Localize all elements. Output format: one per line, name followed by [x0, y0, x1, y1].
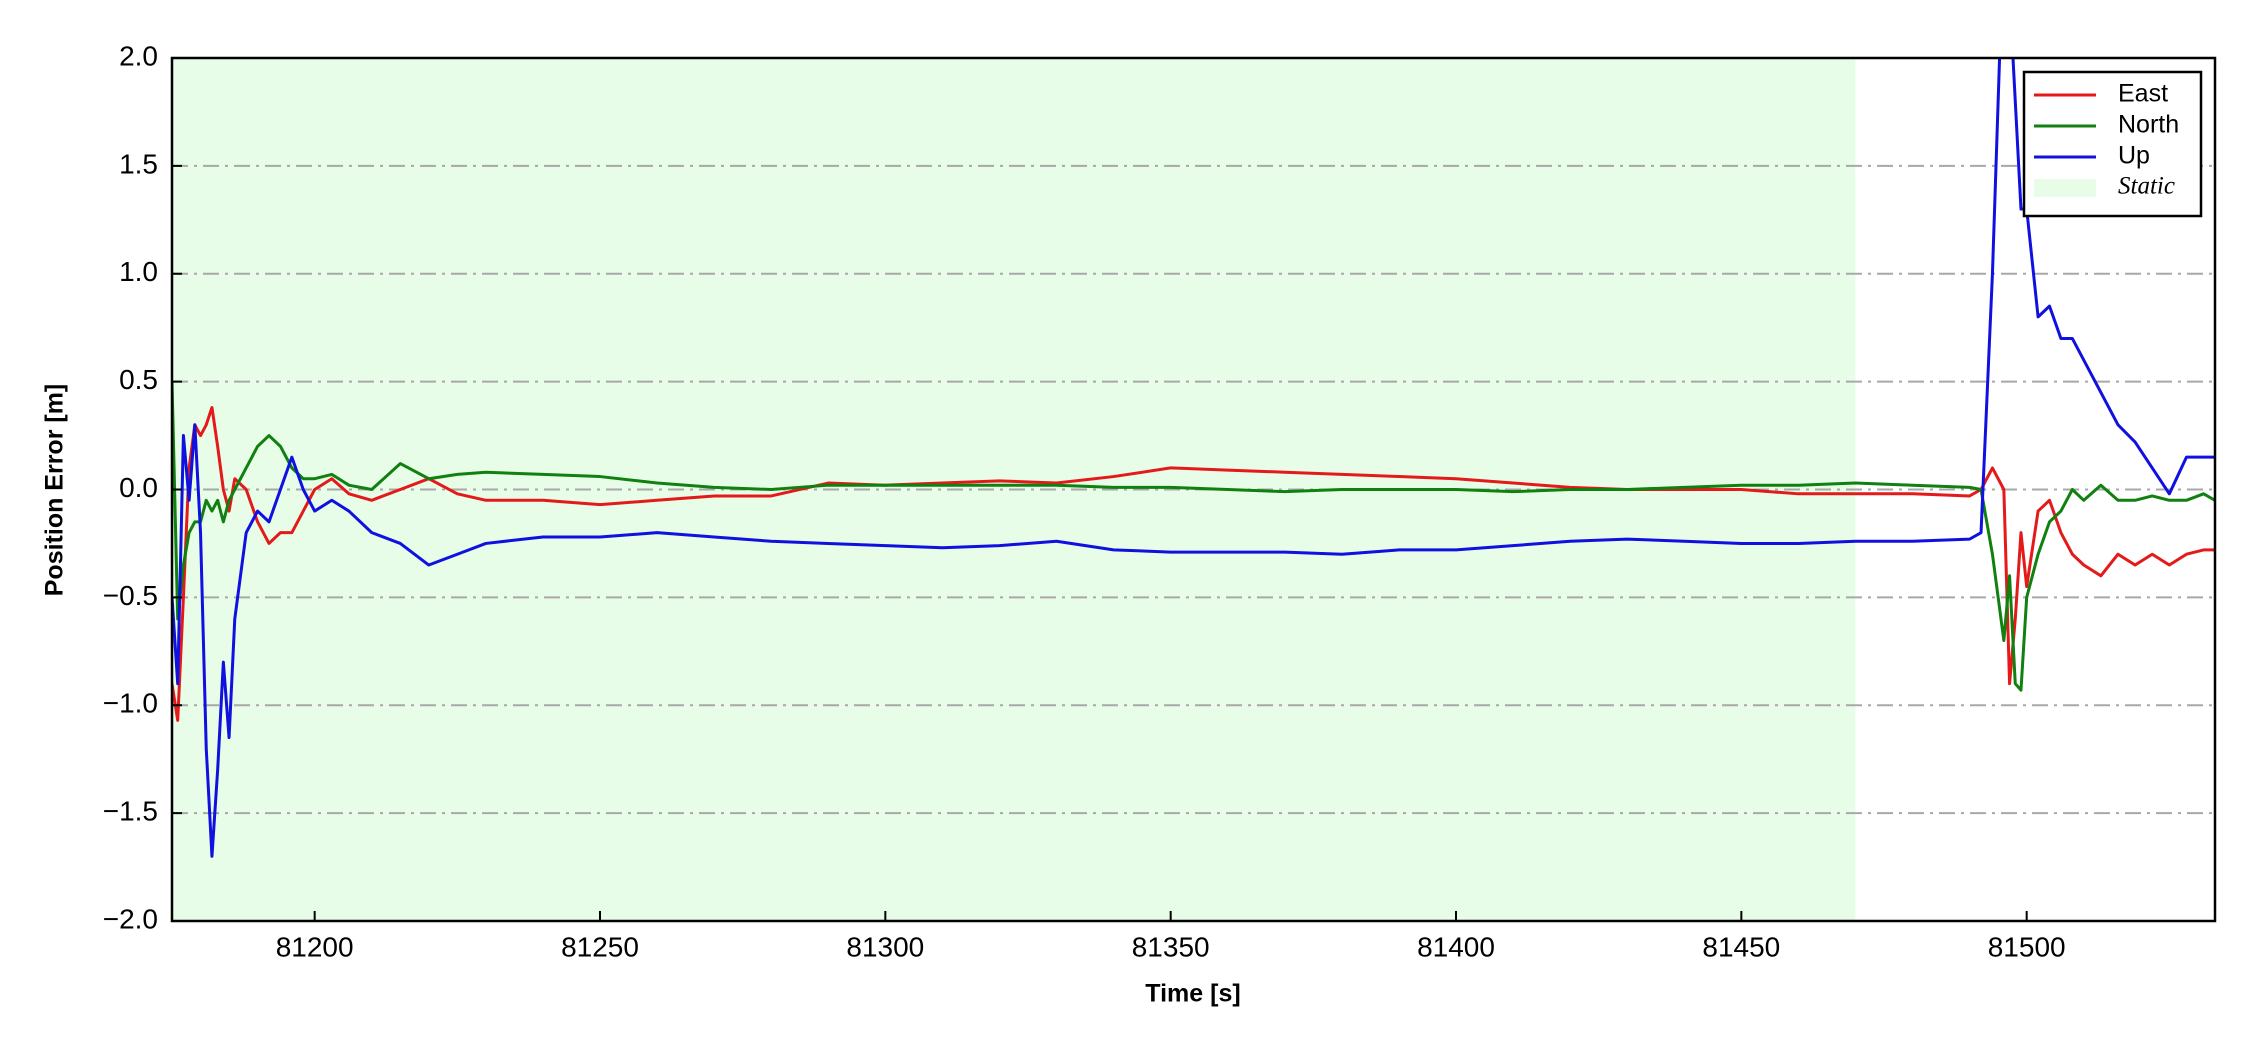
legend-swatch [2034, 179, 2096, 197]
y-tick-label: 1.0 [119, 256, 158, 287]
x-tick-label: 81500 [1988, 931, 2066, 962]
x-tick-label: 81200 [276, 931, 354, 962]
series-line [172, 381, 2215, 692]
x-tick-label: 81450 [1702, 931, 1780, 962]
y-tick-label: 2.0 [119, 40, 158, 71]
y-tick-label: −0.5 [103, 580, 158, 611]
x-tick-label: 81250 [561, 931, 639, 962]
y-tick-label: −2.0 [103, 903, 158, 934]
series-line [172, 58, 2215, 858]
y-tick-label: −1.0 [103, 688, 158, 719]
legend-label: Up [2118, 142, 2150, 170]
legend-label: North [2118, 111, 2179, 139]
y-tick-label: 0.5 [119, 364, 158, 395]
series-line [172, 406, 2215, 722]
legend-label: Static [2118, 173, 2175, 200]
y-tick-label: 1.5 [119, 148, 158, 179]
tick-layer: −2.0 −1.5 −1.0 −0.5 0.0 0.5 1.0 1.5 2.0 81200 8125… [103, 40, 2066, 962]
x-tick-label: 81350 [1132, 931, 1210, 962]
x-tick-label: 81300 [846, 931, 924, 962]
y-tick-label: −1.5 [103, 796, 158, 827]
legend: East North Up Static [2022, 70, 2203, 218]
x-axis-label: Time [s] [1145, 980, 1240, 1008]
x-tick-label: 81400 [1417, 931, 1495, 962]
y-tick-label: 0.0 [119, 472, 158, 503]
legend-label: East [2118, 80, 2168, 108]
y-axis-label: Position Error [m] [41, 384, 69, 597]
line-layer [172, 58, 2215, 858]
